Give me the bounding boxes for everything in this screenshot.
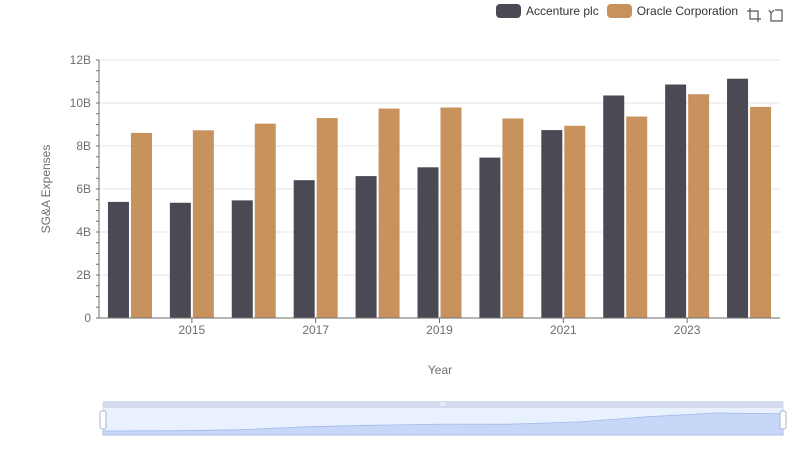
bar-oracle-2020[interactable] <box>502 118 524 318</box>
bar-accenture-2016[interactable] <box>231 200 253 318</box>
bar-oracle-2016[interactable] <box>254 123 276 318</box>
bar-accenture-2022[interactable] <box>603 95 625 318</box>
bar-accenture-2014[interactable] <box>107 201 129 318</box>
x-tick-label: 2015 <box>179 323 206 337</box>
bar-oracle-2022[interactable] <box>626 116 648 318</box>
x-tick-label: 2023 <box>674 323 701 337</box>
y-tick-label: 4B <box>76 225 91 239</box>
y-tick-label: 12B <box>70 53 91 67</box>
legend-swatch-accenture <box>496 4 521 18</box>
bar-oracle-2019[interactable] <box>440 107 462 318</box>
legend-swatch-oracle <box>606 4 632 18</box>
bar-oracle-2024[interactable] <box>750 106 772 319</box>
y-tick-label: 10B <box>70 96 91 110</box>
bar-accenture-2024[interactable] <box>727 78 749 318</box>
y-tick-label: 2B <box>76 268 91 282</box>
legend-label-oracle: Oracle Corporation <box>636 4 739 18</box>
bar-oracle-2023[interactable] <box>688 94 710 318</box>
x-tick-label: 2019 <box>426 323 453 337</box>
bar-oracle-2014[interactable] <box>130 132 152 318</box>
zoom-reset-icon[interactable] <box>768 7 784 23</box>
bar-oracle-2018[interactable] <box>378 108 400 318</box>
bar-accenture-2018[interactable] <box>355 176 377 318</box>
data-zoom-slider[interactable] <box>99 401 787 436</box>
zoom-start-handle[interactable] <box>99 410 107 430</box>
y-tick-label: 8B <box>76 139 91 153</box>
bar-oracle-2021[interactable] <box>564 125 586 318</box>
toolbox <box>746 7 784 23</box>
x-tick-label: 2021 <box>550 323 577 337</box>
legend-item-oracle[interactable]: Oracle Corporation <box>606 4 739 18</box>
legend: Accenture plc Oracle Corporation <box>496 4 746 18</box>
y-tick-label: 6B <box>76 182 91 196</box>
legend-label-accenture: Accenture plc <box>526 4 599 18</box>
bar-accenture-2020[interactable] <box>479 157 501 318</box>
bars[interactable] <box>107 78 772 319</box>
bar-accenture-2023[interactable] <box>665 84 687 318</box>
bar-accenture-2015[interactable] <box>169 202 191 318</box>
bar-accenture-2019[interactable] <box>417 167 439 318</box>
legend-item-accenture[interactable]: Accenture plc <box>496 4 599 18</box>
zoom-preview-area <box>102 412 784 436</box>
y-axis-title: SG&A Expenses <box>39 145 53 234</box>
bar-oracle-2015[interactable] <box>192 130 214 318</box>
zoom-in-icon[interactable] <box>746 7 762 23</box>
zoom-selected-range[interactable] <box>103 403 783 435</box>
bar-accenture-2021[interactable] <box>541 130 563 318</box>
axes: 0 2B 4B 6B 8B 10B 12B 2015 2017 2019 2021 2023 <box>70 53 780 337</box>
x-tick-label: 2017 <box>302 323 329 337</box>
bar-oracle-2017[interactable] <box>316 118 338 318</box>
bar-accenture-2017[interactable] <box>293 180 315 318</box>
y-tick-label: 0 <box>84 311 91 325</box>
x-axis-title: Year <box>428 363 452 377</box>
zoom-end-handle[interactable] <box>779 410 787 430</box>
